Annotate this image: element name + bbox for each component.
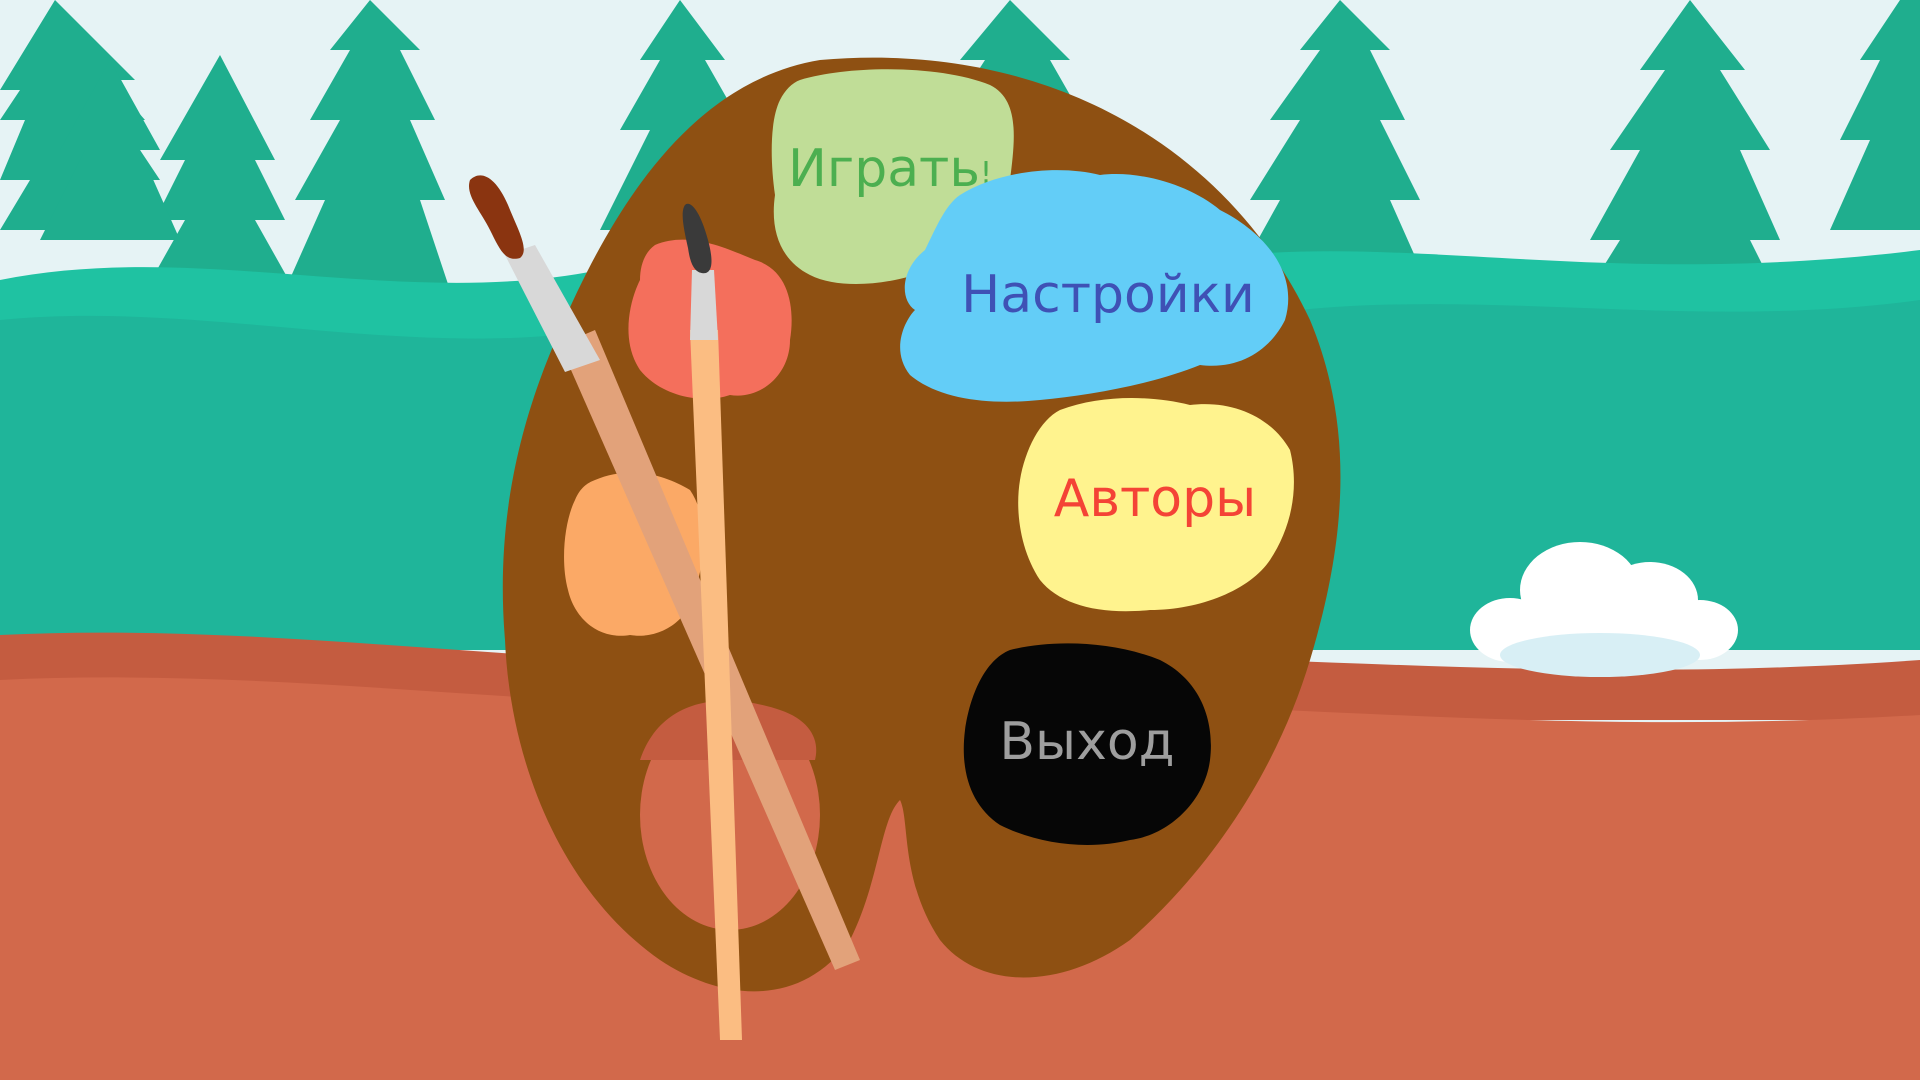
exit-button-label[interactable]: Выход [999, 712, 1174, 772]
paintbrush-vertical [682, 203, 742, 1040]
play-button-label[interactable]: Играть! [788, 139, 992, 199]
settings-button-blob[interactable] [900, 170, 1289, 402]
paintbrush-diagonal-bristles [469, 175, 524, 259]
settings-button-label[interactable]: Настройки [961, 265, 1255, 325]
authors-button[interactable]: Авторы [1018, 398, 1294, 612]
exit-button-blob[interactable] [963, 643, 1211, 845]
forest-background [0, 0, 1920, 320]
settings-button[interactable]: Настройки [900, 170, 1289, 402]
paintbrush-vertical-ferrule [690, 270, 718, 340]
cloud [1470, 542, 1738, 677]
authors-button-label[interactable]: Авторы [1054, 469, 1256, 529]
exit-button[interactable]: Выход [963, 643, 1211, 845]
paintbrush-vertical-bristles [682, 203, 712, 274]
paintbrush-vertical-handle [690, 330, 742, 1040]
authors-button-blob[interactable] [1018, 398, 1294, 612]
paintbrush-diagonal-ferrule [505, 245, 600, 372]
